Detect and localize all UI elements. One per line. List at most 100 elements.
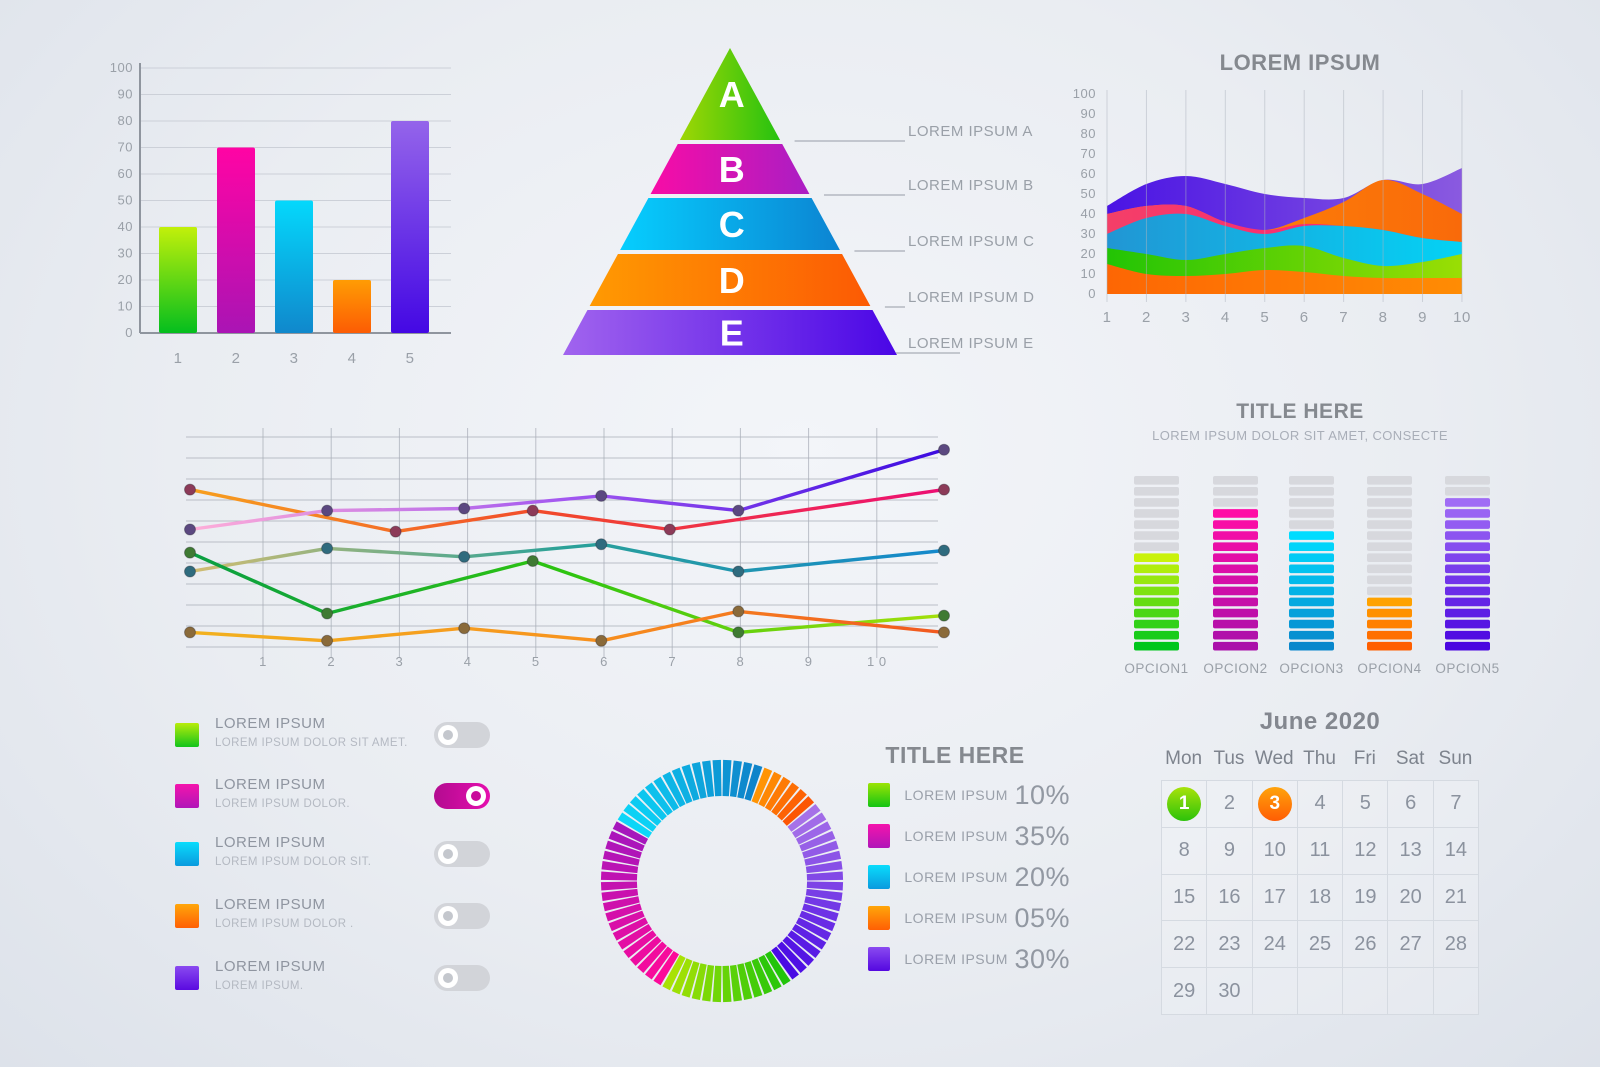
calendar-day-cell[interactable]: 26 bbox=[1343, 921, 1389, 969]
calendar-empty-cell bbox=[1343, 968, 1389, 1015]
legend-item: LOREM IPSUM LOREM IPSUM DOLOR SIT. bbox=[172, 830, 502, 878]
calendar-weekday-label: Fri bbox=[1353, 748, 1376, 769]
pyramid-level-B bbox=[650, 144, 810, 194]
donut-legend-item: LOREM IPSUM 30% bbox=[840, 944, 1070, 974]
calendar-day-cell[interactable]: 13 bbox=[1388, 827, 1434, 875]
svg-text:8: 8 bbox=[737, 654, 745, 669]
donut-legend-swatch bbox=[868, 783, 891, 807]
legend-toggle-switch[interactable] bbox=[434, 783, 490, 809]
donut-tick-green bbox=[671, 958, 693, 995]
donut-tick-purple bbox=[799, 830, 836, 852]
svg-text:10: 10 bbox=[118, 299, 133, 314]
pyramid-chart: A LOREM IPSUM A B LOREM IPSUM B C LOREM IPSUM… bbox=[563, 48, 1034, 355]
calendar-day-cell[interactable]: 16 bbox=[1207, 874, 1253, 922]
donut-tick-green bbox=[737, 963, 753, 1001]
calendar-day-cell[interactable]: 9 bbox=[1207, 827, 1253, 875]
svg-text:LOREM IPSUM D: LOREM IPSUM D bbox=[908, 289, 1035, 306]
stream-band-orange-low bbox=[1107, 264, 1462, 294]
svg-text:2: 2 bbox=[327, 654, 335, 669]
calendar-day-cell[interactable]: 22 bbox=[1162, 921, 1208, 969]
option-bars-subtitle: LOREM IPSUM DOLOR SIT AMET, CONSECTE bbox=[1152, 428, 1448, 443]
calendar-day-cell[interactable]: 24 bbox=[1252, 921, 1298, 969]
calendar-day-cell[interactable]: 7 bbox=[1433, 781, 1480, 828]
calendar-day-cell[interactable]: 15 bbox=[1162, 874, 1208, 922]
donut-tick-orange bbox=[771, 782, 799, 816]
calendar-title: June 2020 bbox=[1259, 708, 1381, 735]
donut-legend-swatch bbox=[868, 824, 891, 848]
legend-item-title: LOREM IPSUM bbox=[215, 958, 326, 975]
donut-tick-magenta bbox=[600, 881, 638, 891]
calendar-day-cell[interactable]: 25 bbox=[1297, 921, 1344, 969]
legend-toggle-switch[interactable] bbox=[434, 903, 490, 929]
svg-text:LOREM IPSUM A: LOREM IPSUM A bbox=[908, 123, 1033, 140]
svg-text:9: 9 bbox=[805, 654, 813, 669]
calendar-day-cell[interactable]: 27 bbox=[1388, 921, 1434, 969]
legend-toggle-switch[interactable] bbox=[434, 722, 490, 748]
legend-toggle-switch[interactable] bbox=[434, 841, 490, 867]
calendar-weekday-label: Sat bbox=[1395, 748, 1425, 769]
svg-text:10: 10 bbox=[1453, 309, 1471, 326]
donut-tick-blue bbox=[645, 782, 673, 816]
calendar-day-cell[interactable]: 30 bbox=[1207, 968, 1253, 1015]
calendar-day-cell[interactable]: 1 bbox=[1162, 781, 1208, 828]
svg-text:OPCION2: OPCION2 bbox=[1203, 661, 1267, 676]
calendar-day-cell[interactable]: 8 bbox=[1162, 827, 1208, 875]
donut-legend-item: LOREM IPSUM 20% bbox=[840, 862, 1070, 892]
svg-text:70: 70 bbox=[1081, 146, 1096, 161]
line-chart-panel: 1 2 3 4 5 6 7 8 9 1 0 bbox=[180, 415, 960, 680]
svg-text:30: 30 bbox=[1081, 226, 1096, 241]
donut-tick-magenta bbox=[602, 896, 640, 912]
legend-toggle-switch[interactable] bbox=[434, 965, 490, 991]
svg-text:90: 90 bbox=[1081, 106, 1096, 121]
calendar-day-cell[interactable]: 17 bbox=[1252, 874, 1298, 922]
calendar-day-cell[interactable]: 12 bbox=[1343, 827, 1389, 875]
calendar-day-cell[interactable]: 10 bbox=[1252, 827, 1298, 875]
stream-title: LOREM IPSUM bbox=[1219, 50, 1381, 75]
calendar-day-cell[interactable]: 3 bbox=[1252, 781, 1298, 828]
donut-tick-purple bbox=[805, 888, 843, 901]
series-legend-panel: LOREM IPSUM LOREM IPSUM DOLOR SIT AMET. LO… bbox=[172, 700, 502, 1000]
calendar-day-cell[interactable]: 14 bbox=[1433, 827, 1480, 875]
donut-tick-orange bbox=[758, 771, 782, 808]
calendar-day-cell[interactable]: 5 bbox=[1343, 781, 1389, 828]
calendar-day-cell[interactable]: 21 bbox=[1433, 874, 1480, 922]
calendar-day-cell[interactable]: 29 bbox=[1162, 968, 1208, 1015]
legend-swatch bbox=[175, 784, 199, 808]
calendar-weekday-label: Wed bbox=[1254, 748, 1294, 769]
donut-tick-green bbox=[691, 963, 707, 1001]
donut-tick-magenta bbox=[629, 936, 662, 966]
calendar-day-cell[interactable]: 19 bbox=[1343, 874, 1389, 922]
legend-swatch bbox=[175, 723, 199, 747]
svg-text:0: 0 bbox=[1088, 286, 1096, 301]
svg-text:D: D bbox=[719, 260, 746, 301]
calendar-empty-cell bbox=[1252, 968, 1298, 1015]
calendar-day-cell[interactable]: 6 bbox=[1388, 781, 1434, 828]
bar-3 bbox=[275, 200, 313, 333]
pyramid-panel: A LOREM IPSUM A B LOREM IPSUM B C LOREM IPSUM… bbox=[540, 40, 1034, 370]
donut-legend-label: LOREM IPSUM bbox=[904, 951, 1008, 967]
calendar-empty-cell bbox=[1388, 968, 1434, 1015]
calendar-weekday-label: Sun bbox=[1438, 748, 1473, 769]
calendar-day-cell[interactable]: 11 bbox=[1297, 827, 1344, 875]
donut-tick-green bbox=[764, 950, 791, 986]
bar-1 bbox=[159, 227, 197, 333]
calendar-day-cell[interactable]: 2 bbox=[1207, 781, 1253, 828]
line-chart: 1 2 3 4 5 6 7 8 9 1 0 bbox=[184, 428, 950, 669]
calendar-day-cell[interactable]: 23 bbox=[1207, 921, 1253, 969]
donut-tick-magenta bbox=[645, 946, 673, 980]
option-bars-title: TITLE HERE bbox=[1236, 400, 1364, 423]
svg-text:4: 4 bbox=[1221, 309, 1230, 326]
pyramid-level-A bbox=[679, 48, 781, 140]
donut-tick-purple bbox=[791, 923, 827, 950]
calendar-day-cell[interactable]: 20 bbox=[1388, 874, 1434, 922]
pyramid-level-C bbox=[620, 198, 840, 250]
donut-tick-blue bbox=[637, 788, 667, 821]
donut-legend-value: 10% bbox=[1014, 779, 1070, 810]
donut-tick-magenta bbox=[602, 850, 640, 866]
donut-tick-purple bbox=[806, 871, 844, 881]
calendar-day-cell[interactable]: 28 bbox=[1433, 921, 1480, 969]
legend-swatch bbox=[175, 966, 199, 990]
calendar-day-cell[interactable]: 4 bbox=[1297, 781, 1344, 828]
svg-text:7: 7 bbox=[1339, 309, 1348, 326]
calendar-day-cell[interactable]: 18 bbox=[1297, 874, 1344, 922]
